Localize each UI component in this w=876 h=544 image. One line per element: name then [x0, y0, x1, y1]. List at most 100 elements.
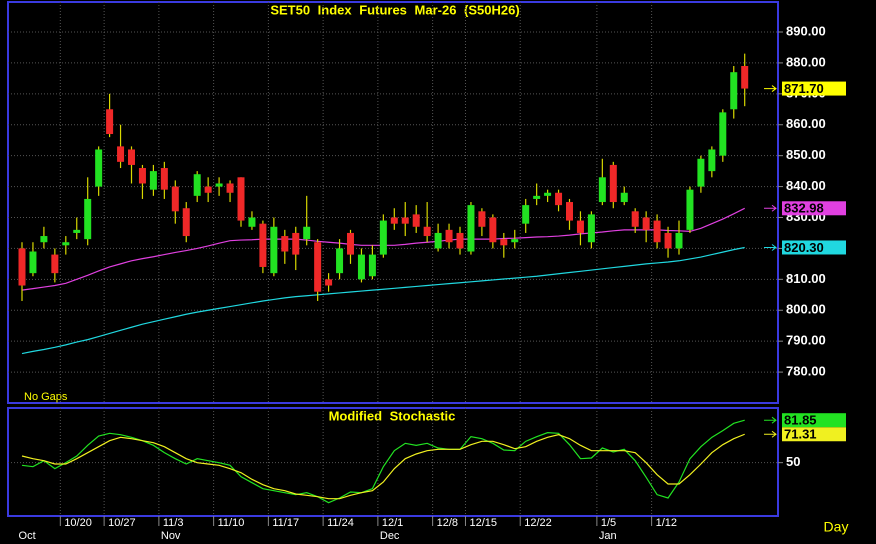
candle-body — [106, 109, 114, 135]
tag-box — [782, 201, 846, 216]
candle-body — [511, 239, 519, 243]
tag-box — [782, 413, 846, 428]
candle-body — [347, 232, 354, 255]
y-tick-label: 50 — [786, 454, 800, 469]
tag-label: 820.30 — [784, 240, 824, 255]
candle-body — [336, 248, 344, 274]
x-tick-label: 11/17 — [272, 517, 299, 529]
candle-body — [226, 183, 234, 193]
candle-body — [292, 232, 300, 255]
candle-body — [675, 232, 683, 249]
candle-body — [445, 229, 453, 243]
candle-body — [138, 168, 146, 184]
y-tick-label: 810.00 — [786, 271, 826, 286]
candle-body — [73, 229, 81, 233]
x-tick-label: 1/12 — [656, 517, 677, 529]
x-tick-label: 1/5 — [601, 517, 616, 529]
candle-body — [368, 254, 376, 277]
tag-arrow — [764, 204, 777, 212]
candle-body — [29, 251, 37, 274]
candle-body — [686, 189, 694, 230]
candle-body — [215, 183, 223, 187]
candle-body — [620, 192, 628, 203]
candle-body — [204, 186, 212, 193]
x-tick-label: 11/3 — [163, 517, 184, 529]
candle-body — [357, 254, 365, 280]
chart-title: SET50 Index Futures Mar-26 (S50H26) — [270, 2, 519, 17]
x-tick-label: 10/20 — [64, 517, 92, 529]
candle-body — [193, 174, 201, 196]
candle-body — [609, 164, 617, 203]
stochastic-panel — [7, 407, 779, 517]
candle-body — [719, 112, 727, 156]
candle-body — [708, 149, 716, 172]
candle-body — [598, 177, 606, 203]
candle-body — [171, 186, 179, 212]
candle-body — [62, 242, 70, 246]
candle-body — [533, 195, 541, 199]
price-panel — [7, 1, 779, 404]
candle-body — [467, 205, 475, 252]
candle-body — [631, 211, 639, 227]
x-tick-label: 12/15 — [469, 517, 497, 529]
candle-body — [128, 149, 135, 165]
tag-box — [782, 81, 846, 96]
candle-body — [237, 177, 245, 221]
x-tick-label: 11/10 — [218, 517, 245, 529]
x-tick-label: 12/1 — [382, 517, 403, 529]
candle-body — [51, 254, 59, 274]
x-tick-label: 12/22 — [524, 517, 552, 529]
candle-body — [117, 146, 125, 162]
y-tick-label: 860.00 — [786, 116, 826, 131]
y-tick-label: 890.00 — [786, 23, 826, 38]
tag-label: 81.85 — [784, 413, 817, 428]
candle-body — [544, 192, 552, 196]
candle-body — [423, 226, 431, 237]
panel-title: Modified Stochastic — [329, 408, 456, 423]
y-tick-label: 800.00 — [786, 302, 826, 317]
candle-body — [555, 192, 563, 206]
month-label: Nov — [161, 530, 181, 542]
y-tick-label: 790.00 — [786, 333, 826, 348]
candle-body — [730, 72, 738, 110]
candle-body — [40, 236, 48, 243]
tag-label: 871.70 — [784, 81, 824, 96]
x-axis-label: Day — [824, 519, 849, 535]
indicator-line — [21, 433, 745, 500]
candle-body — [653, 220, 661, 243]
month-label: Dec — [380, 530, 400, 542]
candle-body — [281, 236, 289, 252]
y-tick-label: 780.00 — [786, 364, 826, 379]
candle-body — [489, 217, 497, 243]
candle-body — [259, 223, 267, 267]
candle-body — [566, 202, 573, 221]
candle-body — [697, 158, 705, 187]
month-label: Jan — [599, 530, 617, 542]
y-tick-label: 880.00 — [786, 54, 826, 69]
candle-body — [182, 208, 190, 237]
candle-body — [456, 232, 464, 249]
tag-box — [782, 240, 846, 255]
tag-label: 832.98 — [784, 201, 824, 216]
candle-body — [412, 214, 420, 227]
candle-body — [84, 198, 92, 240]
month-label: Oct — [19, 530, 36, 542]
candle-body — [434, 232, 442, 249]
candle-body — [401, 217, 409, 224]
x-tick-label: 11/24 — [327, 517, 354, 529]
tag-arrow — [764, 244, 777, 251]
candle-body — [390, 217, 398, 224]
candle-body — [314, 242, 322, 292]
candle-body — [149, 171, 157, 190]
tag-arrow — [764, 430, 777, 438]
candle-body — [642, 217, 650, 230]
candle-body — [664, 232, 672, 249]
candle-body — [522, 205, 530, 224]
candle-body — [270, 226, 278, 274]
tag-arrow — [764, 85, 777, 92]
x-tick-label: 12/8 — [437, 517, 458, 529]
tag-box — [782, 427, 846, 442]
candle-body — [500, 239, 508, 246]
